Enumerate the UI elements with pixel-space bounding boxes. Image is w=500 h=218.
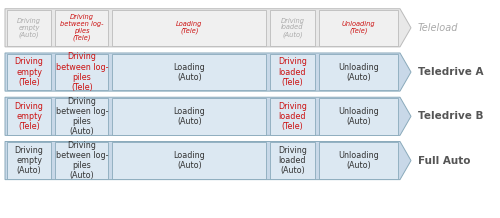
Text: Loading
(Auto): Loading (Auto)	[174, 63, 205, 82]
Bar	[7, 10, 52, 46]
Bar	[318, 142, 398, 179]
Text: Teledrive A: Teledrive A	[418, 67, 483, 77]
Bar	[56, 142, 108, 179]
Text: Driving
empty
(Auto): Driving empty (Auto)	[17, 18, 41, 38]
Bar	[112, 10, 266, 46]
Text: Teleload: Teleload	[418, 23, 458, 33]
Text: Driving
between log-
piles
(Auto): Driving between log- piles (Auto)	[56, 141, 108, 180]
Text: Full Auto: Full Auto	[418, 156, 470, 165]
Bar	[56, 98, 108, 135]
Bar	[318, 98, 398, 135]
Text: Unloading
(Auto): Unloading (Auto)	[338, 151, 378, 170]
Bar	[56, 10, 108, 46]
Bar	[270, 142, 314, 179]
Text: Driving
empty
(Auto): Driving empty (Auto)	[14, 146, 44, 175]
Text: Driving
loaded
(Tele): Driving loaded (Tele)	[278, 58, 307, 87]
Bar	[270, 54, 314, 90]
Text: Driving
between log-
piles
(Tele): Driving between log- piles (Tele)	[56, 53, 108, 92]
Bar	[7, 142, 52, 179]
Polygon shape	[5, 97, 411, 135]
Polygon shape	[5, 53, 411, 91]
Bar	[270, 10, 314, 46]
Text: Loading
(Tele): Loading (Tele)	[176, 21, 203, 34]
Text: Driving
between log-
piles
(Auto): Driving between log- piles (Auto)	[56, 97, 108, 136]
Text: Driving
loaded
(Auto): Driving loaded (Auto)	[280, 18, 304, 38]
Text: Unloading
(Tele): Unloading (Tele)	[342, 21, 375, 34]
Polygon shape	[5, 141, 411, 180]
Text: Driving
loaded
(Auto): Driving loaded (Auto)	[278, 146, 307, 175]
Bar	[112, 142, 266, 179]
Bar	[7, 54, 52, 90]
Text: Teledrive B: Teledrive B	[418, 111, 483, 121]
Text: Unloading
(Auto): Unloading (Auto)	[338, 107, 378, 126]
Bar	[270, 98, 314, 135]
Text: Driving
loaded
(Tele): Driving loaded (Tele)	[278, 102, 307, 131]
Polygon shape	[5, 9, 411, 47]
Bar	[318, 54, 398, 90]
Text: Driving
between log-
piles
(Tele): Driving between log- piles (Tele)	[60, 14, 104, 41]
Text: Driving
empty
(Tele): Driving empty (Tele)	[14, 102, 44, 131]
Bar	[7, 98, 52, 135]
Text: Unloading
(Auto): Unloading (Auto)	[338, 63, 378, 82]
Text: Loading
(Auto): Loading (Auto)	[174, 151, 205, 170]
Bar	[112, 54, 266, 90]
Text: Loading
(Auto): Loading (Auto)	[174, 107, 205, 126]
Text: Driving
empty
(Tele): Driving empty (Tele)	[14, 58, 44, 87]
Bar	[112, 98, 266, 135]
Bar	[56, 54, 108, 90]
Bar	[318, 10, 398, 46]
